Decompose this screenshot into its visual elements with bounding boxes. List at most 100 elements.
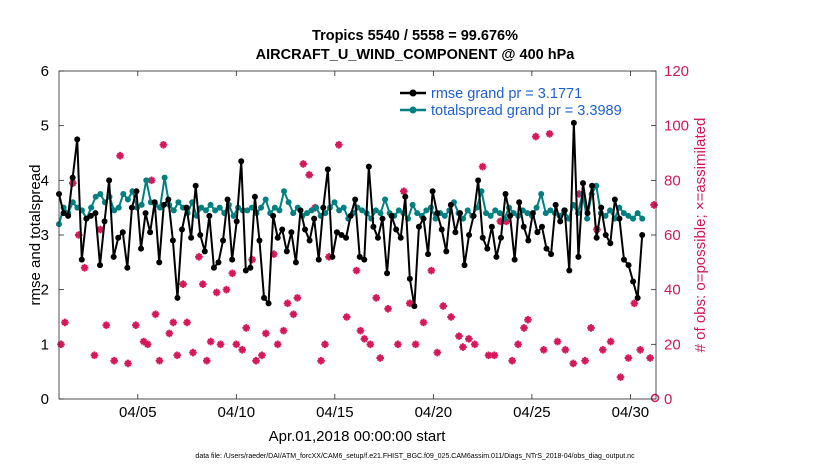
totalspread-point <box>377 210 384 217</box>
rmse-point <box>288 229 295 236</box>
rmse-point <box>224 196 231 203</box>
obs-count-marker <box>57 340 65 349</box>
obs-count-marker <box>650 201 658 209</box>
rmse-point <box>356 253 363 260</box>
rmse-point <box>402 193 409 200</box>
rmse-point <box>197 232 204 238</box>
rmse-point <box>461 262 468 269</box>
rmse-point <box>488 223 495 230</box>
rmse-point <box>570 119 577 126</box>
rmse-point <box>320 204 327 211</box>
obs-possible-marker <box>650 393 660 403</box>
obs-count-marker <box>317 356 325 365</box>
totalspread-point <box>372 207 379 214</box>
rmse-point <box>543 245 550 252</box>
obs-count-marker <box>222 285 231 294</box>
obs-count-marker <box>116 151 124 160</box>
totalspread-point <box>331 199 338 206</box>
y-right-tick-label: 20 <box>664 336 681 353</box>
y-left-tick-label: 1 <box>41 336 49 353</box>
obs-count-marker <box>159 141 168 149</box>
totalspread-point <box>175 199 182 206</box>
x-tick-label: 04/30 <box>612 404 650 421</box>
x-tick-label: 04/05 <box>119 404 157 421</box>
rmse-point <box>343 234 350 241</box>
obs-count-marker <box>96 225 105 234</box>
obs-count-marker <box>155 356 164 365</box>
x-tick-label: 04/20 <box>415 404 453 421</box>
obs-count-marker <box>532 132 540 141</box>
obs-count-marker <box>394 340 402 349</box>
obs-count-marker <box>212 288 221 297</box>
x-tick-label: 04/10 <box>218 404 256 421</box>
obs-count-marker <box>539 346 548 354</box>
obs-count-marker <box>439 302 448 310</box>
totalspread-point <box>207 201 214 208</box>
obs-count-marker <box>299 160 308 168</box>
rmse-point <box>69 174 76 181</box>
obs-count-marker <box>102 321 111 329</box>
obs-count-marker <box>80 264 89 272</box>
rmse-point <box>274 234 281 241</box>
obs-count-marker <box>575 190 583 198</box>
rmse-point <box>434 210 441 217</box>
totalspread-point <box>303 210 310 217</box>
totalspread-point <box>460 215 467 222</box>
y-axis-right: 0 20 40 60 80 100 120 <box>651 63 689 408</box>
rmse-point <box>133 188 140 195</box>
totalspread-point <box>138 201 145 208</box>
obs-count-marker <box>262 329 270 338</box>
obs-count-marker <box>206 337 215 346</box>
totalspread-point <box>487 212 494 219</box>
rmse-point <box>279 226 286 233</box>
rmse-point <box>593 234 600 241</box>
obs-count-marker <box>183 318 191 327</box>
rmse-point <box>60 210 67 217</box>
rmse-point <box>415 223 422 230</box>
obs-count-marker <box>405 299 414 308</box>
rmse-point <box>607 240 614 247</box>
totalspread-point <box>423 207 430 214</box>
totalspread-point <box>533 204 540 211</box>
rmse-point <box>548 251 555 258</box>
obs-count-marker <box>352 266 361 275</box>
totalspread-point <box>382 196 389 203</box>
obs-count-marker <box>636 346 645 354</box>
obs-count-marker <box>356 326 365 335</box>
obs-count-marker <box>524 315 532 324</box>
totalspread-point <box>542 210 549 217</box>
rmse-point <box>110 253 117 260</box>
rmse-point <box>379 215 386 222</box>
rmse-point <box>138 245 145 252</box>
footer-datafile: data file: /Users/raeder/DAI/ATM_forcXX/… <box>195 453 635 460</box>
rmse-point <box>411 303 418 310</box>
rmse-point <box>183 204 190 211</box>
totalspread-point <box>308 207 315 214</box>
totalspread-point <box>464 207 471 214</box>
chart-title-line2: AIRCRAFT_U_WIND_COMPONENT @ 400 hPa <box>256 47 576 63</box>
rmse-point <box>443 248 450 255</box>
rmse-point <box>238 158 245 165</box>
obs-count-marker <box>293 294 302 302</box>
obs-count-marker <box>433 348 442 357</box>
totalspread-point <box>143 177 150 184</box>
obs-count-marker <box>465 335 473 343</box>
obs-count-marker <box>232 340 241 349</box>
obs-count-marker <box>599 346 607 354</box>
obs-count-marker <box>334 141 343 149</box>
rmse-point <box>338 232 345 238</box>
rmse-point <box>507 212 514 219</box>
obs-count-marker <box>478 162 487 171</box>
rmse-point <box>634 294 641 301</box>
obs-count-marker <box>248 255 256 264</box>
obs-count-marker <box>630 299 639 308</box>
obs-count-marker <box>581 356 589 365</box>
rmse-point <box>251 193 258 200</box>
obs-count-marker <box>143 340 152 349</box>
obs-count-marker <box>283 299 292 308</box>
obs-count-marker <box>553 337 562 346</box>
y-left-tick-label: 6 <box>41 63 49 80</box>
rmse-point <box>365 163 372 170</box>
totalspread-point <box>120 191 127 197</box>
obs-count-marker <box>199 280 207 288</box>
